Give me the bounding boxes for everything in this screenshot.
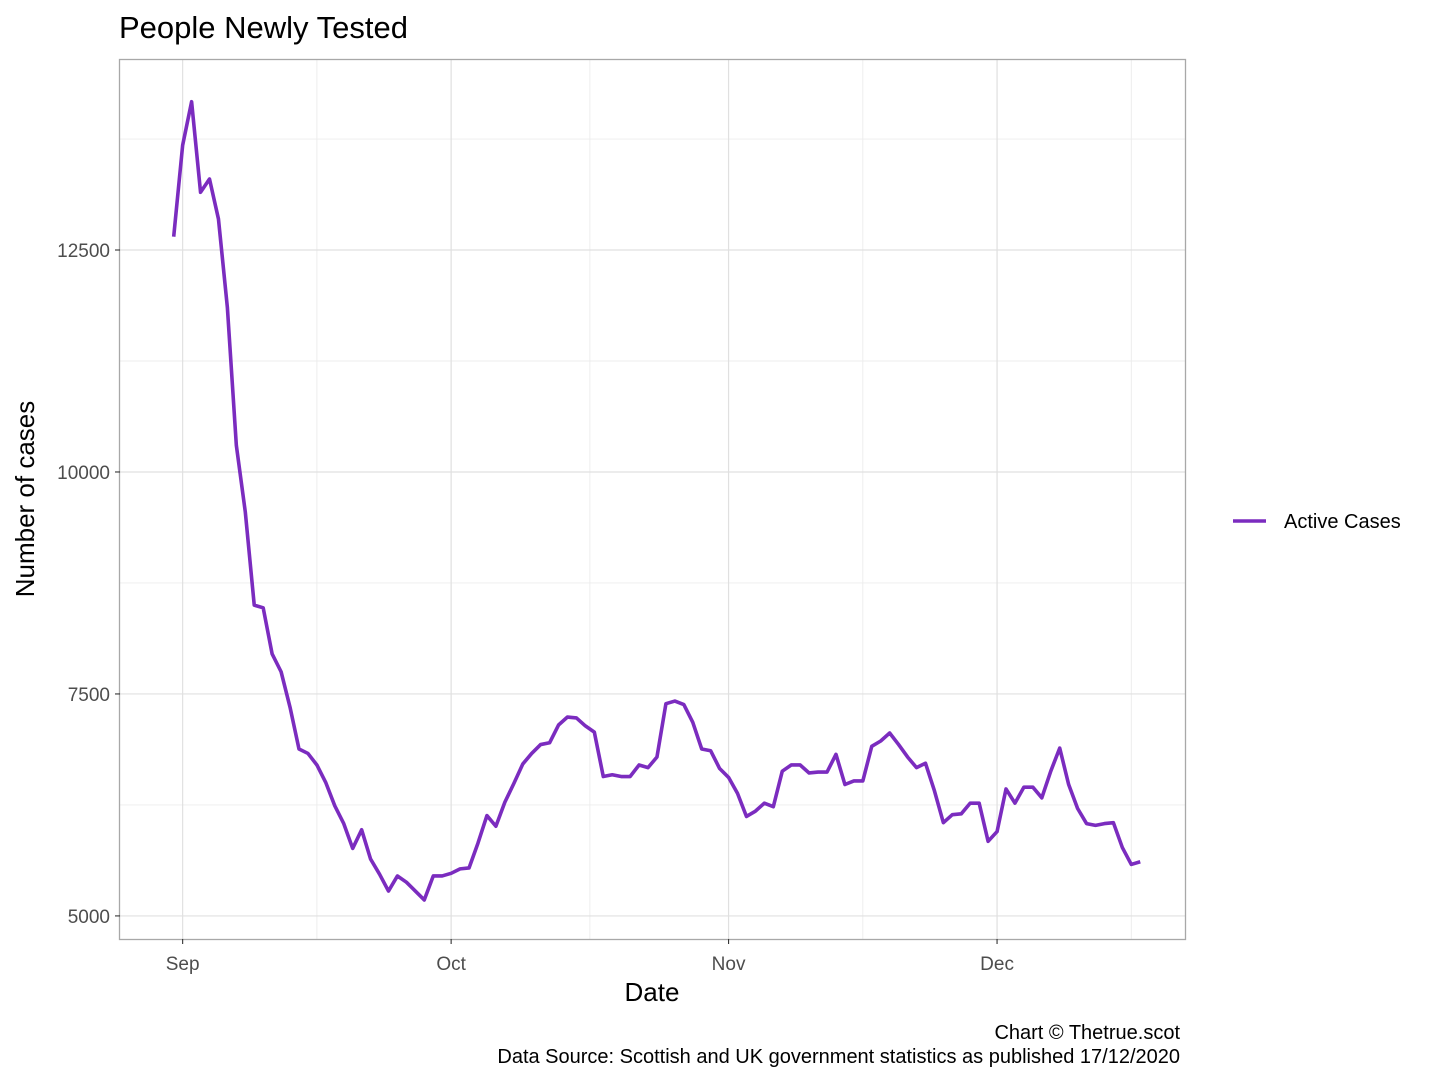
legend: Active Cases <box>1233 511 1401 533</box>
major-gridlines-y <box>120 249 1185 917</box>
x-tick-label: Sep <box>166 954 200 975</box>
x-tick-label: Dec <box>980 954 1014 975</box>
y-axis-title: Number of cases <box>10 401 40 598</box>
x-axis-ticks: Sep Oct Nov Dec <box>166 939 1014 975</box>
chart-title: People Newly Tested <box>119 10 408 45</box>
caption-credit: Chart © Thetrue.scot <box>994 1022 1180 1044</box>
y-tick-label: 12500 <box>57 241 110 262</box>
major-gridlines-x <box>182 60 998 939</box>
plot-panel-border <box>118 58 1187 941</box>
x-tick-label: Oct <box>436 954 466 975</box>
y-tick-label: 10000 <box>57 463 110 484</box>
x-axis-title: Date <box>625 977 680 1007</box>
legend-label-active-cases: Active Cases <box>1284 511 1401 533</box>
y-axis-ticks: 5000 7500 10000 12500 <box>57 241 120 928</box>
minor-gridlines-y <box>120 138 1185 806</box>
caption-source: Data Source: Scottish and UK government … <box>497 1046 1180 1068</box>
series-layer <box>171 99 1141 902</box>
y-tick-label: 7500 <box>68 685 110 706</box>
x-tick-label: Nov <box>712 954 746 975</box>
minor-gridlines-x <box>316 60 1132 939</box>
y-tick-label: 5000 <box>68 907 110 928</box>
series-line-active-cases <box>171 99 1141 902</box>
